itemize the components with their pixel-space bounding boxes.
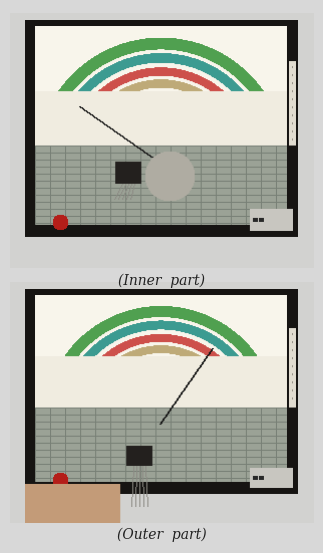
- Text: (Inner  part): (Inner part): [118, 273, 205, 288]
- Text: (Outer  part): (Outer part): [117, 528, 206, 542]
